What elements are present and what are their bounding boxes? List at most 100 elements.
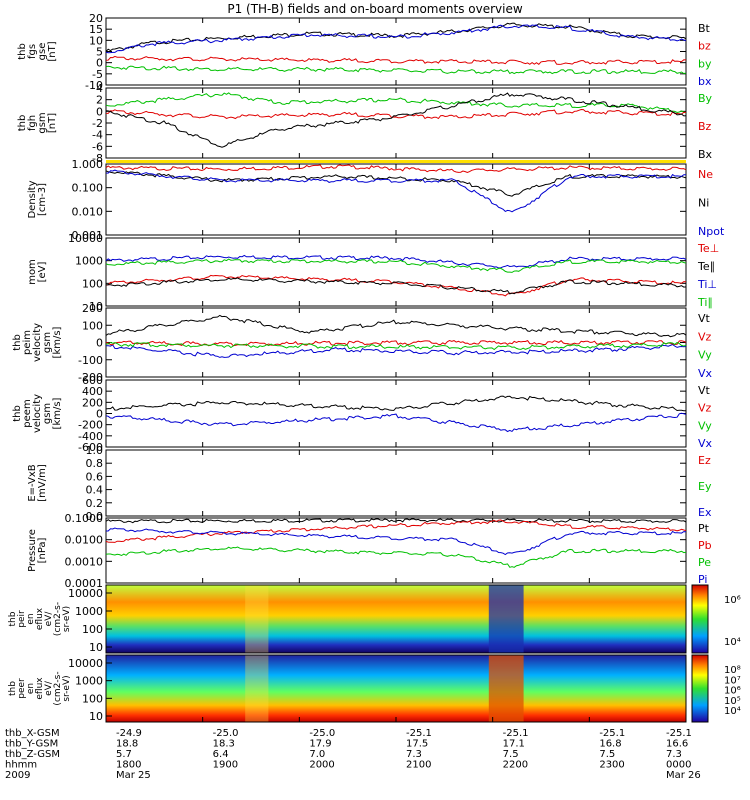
panel-frame <box>105 449 687 517</box>
y-tick-label: 1000 <box>75 675 103 688</box>
axis-row-label: hhmm <box>5 760 37 771</box>
y-axis-label: thb <box>12 405 23 422</box>
y-axis-label: mom <box>27 259 38 285</box>
legend-entry: Ey <box>698 480 712 493</box>
y-axis-label: (cm2-s- <box>53 671 63 705</box>
spectrogram-disturbance <box>488 585 524 653</box>
y-tick-label: 10 <box>89 641 103 654</box>
axis-value: 1800 <box>116 760 141 771</box>
axis-value: 17.5 <box>406 739 428 750</box>
y-tick-label: 0.0 <box>86 510 104 523</box>
spectrogram-frame <box>105 584 687 654</box>
axis-row-label: thb_Z-GSM <box>5 749 60 760</box>
spectrogram-image <box>106 585 686 653</box>
panel-density: 1.000 0.100 0.010 0.001 Density [cm-3] Ne Ni Npo… <box>27 158 725 242</box>
legend-entry: Vy <box>698 419 712 432</box>
series-Pe <box>105 546 687 568</box>
y-axis-label: eV/ <box>44 680 54 696</box>
y-axis-label: gsm <box>42 403 53 424</box>
y-tick-label: -5 <box>92 68 103 81</box>
y-tick-label: 0 <box>96 57 103 70</box>
axis-value: 2300 <box>599 760 624 771</box>
axis-value: -25.1 <box>666 728 692 739</box>
spectrogram-image <box>106 655 686 722</box>
y-axis-label: velocity <box>32 394 43 433</box>
y-tick-label: 400 <box>82 385 103 398</box>
legend-entry: bx <box>698 75 712 88</box>
legend-entry: By <box>698 92 713 105</box>
legend-entry: Ti∥ <box>697 296 713 309</box>
y-tick-label: 0 <box>96 408 103 421</box>
legend-entry: Bx <box>698 148 713 161</box>
legend-entry: Te⊥ <box>697 242 719 255</box>
axis-value: -25.0 <box>213 728 239 739</box>
legend-entry: Pi <box>698 573 707 586</box>
axis-value: 1900 <box>213 760 238 771</box>
y-axis-label: eV/ <box>44 611 54 627</box>
panel-temp: 10000 1000 100 10 mom [eV] Te⊥ Te∥ Ti⊥ Ti∥ <box>27 232 719 313</box>
panel-frame <box>105 87 687 159</box>
series-Ti⊥ <box>105 254 687 269</box>
axis-value: 6.4 <box>213 749 229 760</box>
y-axis-label: en <box>26 613 36 624</box>
y-axis-label: peem <box>22 399 33 427</box>
y-tick-label: 0 <box>96 105 103 118</box>
series-Vx <box>105 412 687 433</box>
y-tick-label: 0 <box>96 337 103 350</box>
panel-frame <box>105 237 687 307</box>
axis-value: -24.9 <box>116 728 142 739</box>
y-tick-label: 0.4 <box>86 484 104 497</box>
colorbar-tick-label: 10⁴ <box>724 706 741 717</box>
legend-entry: Vz <box>698 330 712 343</box>
axis-value: Mar 26 <box>666 770 701 781</box>
y-axis-label: thb <box>8 611 18 626</box>
panel-peim: 200 100 0 -100 -200 thb peim velocity gsm [km/s] V… <box>12 302 713 384</box>
legend-entry: Ex <box>698 506 712 519</box>
y-tick-label: -10 <box>85 79 103 92</box>
y-axis-label: gsm <box>37 112 48 133</box>
y-tick-label: 15 <box>89 23 103 36</box>
axis-row-label: thb_Y-GSM <box>5 739 58 750</box>
panel-frame <box>105 17 687 86</box>
legend-entry: Pt <box>698 522 710 535</box>
y-tick-label: 0.1000 <box>65 512 104 525</box>
panel-pressure: 0.1000 0.0100 0.0010 0.0001 Pressure [nPa] Pt P… <box>27 512 712 590</box>
series-Vt <box>105 395 686 412</box>
legend-entry: by <box>698 57 712 70</box>
colorbar-tick-label: 10⁶ <box>724 595 741 606</box>
chart-title: P1 (TH-B) fields and on-board moments ov… <box>227 2 523 16</box>
y-tick-label: 10 <box>89 34 103 47</box>
y-axis-label: fgs <box>27 44 38 59</box>
panel-frame <box>105 379 687 448</box>
series-Npot <box>105 169 687 213</box>
y-tick-label: 0.010 <box>72 205 104 218</box>
axis-value: -25.1 <box>599 728 625 739</box>
legend-entry: Ez <box>698 454 711 467</box>
y-axis-label: velocity <box>32 323 43 362</box>
y-axis-label: eflux <box>35 677 45 700</box>
legend-entry: Vt <box>698 384 711 397</box>
series-Bz <box>106 108 687 120</box>
y-axis-label: Pressure <box>27 529 38 572</box>
y-axis-label: thb <box>17 115 28 132</box>
quality-flag-bar <box>106 160 686 163</box>
axis-value: Mar 25 <box>116 770 151 781</box>
axis-value: 7.3 <box>406 749 422 760</box>
y-axis-label: (cm2-s- <box>53 602 63 636</box>
y-tick-label: 2 <box>96 94 103 107</box>
y-tick-label: 0.6 <box>86 470 104 483</box>
axis-row-label: 2009 <box>5 770 30 781</box>
legend-entry: Te∥ <box>697 260 715 273</box>
panel-fgh: 420-2-4-6-8 thb fgh gsm [nT] By Bz Bx <box>17 82 713 165</box>
y-tick-label: 1.000 <box>72 158 104 171</box>
legend-entry: bz <box>698 40 711 53</box>
colorbar-tick-label: 10⁷ <box>724 675 741 686</box>
colorbar-tick-label: 10⁵ <box>724 696 741 707</box>
y-axis-label: sr-eV) <box>62 675 72 701</box>
axis-row-label: thb_X-GSM <box>5 728 60 739</box>
panel-exb: 1.00.80.60.40.20.0 E=-VxB [mV/m] Ez Ey Ex <box>27 444 712 523</box>
series-Vx <box>106 343 687 358</box>
y-axis-label: [km/s] <box>52 397 63 429</box>
y-tick-label: 0.2 <box>86 497 104 510</box>
